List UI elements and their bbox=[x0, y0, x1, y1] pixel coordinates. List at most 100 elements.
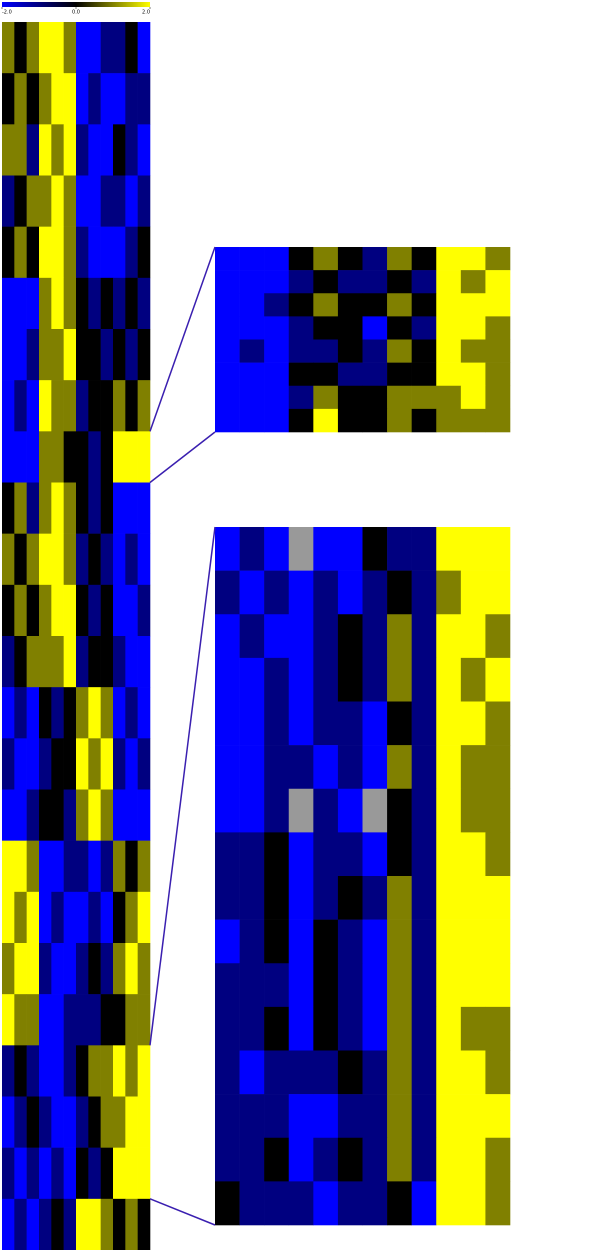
heatmap-cell bbox=[362, 745, 388, 790]
heatmap-cell bbox=[436, 788, 462, 833]
heatmap-cell bbox=[137, 380, 151, 432]
heatmap-cell bbox=[137, 1198, 151, 1250]
heatmap-cell bbox=[313, 788, 339, 833]
heatmap-cell bbox=[26, 175, 40, 227]
heatmap-cell bbox=[485, 657, 511, 702]
heatmap-cell bbox=[362, 1006, 388, 1051]
heatmap-cell bbox=[411, 745, 437, 790]
heatmap-cell bbox=[264, 701, 290, 746]
heatmap-cell bbox=[14, 943, 27, 995]
heatmap-cell bbox=[313, 339, 339, 363]
heatmap-cell bbox=[313, 614, 339, 659]
heatmap-cell bbox=[125, 175, 138, 227]
heatmap-cell bbox=[215, 614, 240, 659]
heatmap-cell bbox=[215, 657, 240, 702]
heatmap-cell bbox=[215, 1181, 240, 1226]
heatmap-cell bbox=[2, 1147, 15, 1200]
heatmap-cell bbox=[411, 1050, 437, 1095]
heatmap-cell bbox=[39, 277, 52, 330]
heatmap-cell bbox=[100, 277, 114, 330]
heatmap-cell bbox=[485, 963, 511, 1008]
heatmap-cell bbox=[88, 789, 101, 841]
heatmap-cell bbox=[100, 994, 114, 1046]
heatmap-cell bbox=[436, 745, 462, 790]
heatmap-cell bbox=[460, 876, 486, 920]
heatmap-cell bbox=[362, 919, 388, 964]
heatmap-cell bbox=[63, 738, 77, 790]
heatmap-cell bbox=[76, 1045, 89, 1097]
heatmap-cell bbox=[137, 994, 151, 1046]
heatmap-cell bbox=[51, 380, 64, 432]
heatmap-cell bbox=[485, 293, 511, 317]
heatmap-cell bbox=[113, 277, 126, 330]
heatmap-cell bbox=[125, 943, 138, 995]
heatmap-cell bbox=[113, 891, 126, 944]
heatmap-cell bbox=[63, 380, 77, 432]
heatmap-cell bbox=[2, 994, 15, 1046]
heatmap-cell bbox=[485, 788, 511, 833]
heatmap-cell bbox=[215, 339, 240, 363]
heatmap-cell bbox=[436, 247, 462, 271]
heatmap-cell bbox=[63, 1198, 77, 1250]
heatmap-cell bbox=[411, 316, 437, 340]
heatmap-cell bbox=[137, 329, 151, 381]
heatmap-cell bbox=[125, 431, 138, 483]
heatmap-cell bbox=[362, 832, 388, 877]
heatmap-cell bbox=[436, 1006, 462, 1051]
heatmap-cell bbox=[113, 482, 126, 534]
heatmap-cell bbox=[88, 329, 101, 381]
heatmap-cell bbox=[39, 431, 52, 483]
heatmap-cell bbox=[239, 1094, 265, 1139]
heatmap-cell bbox=[313, 270, 339, 294]
heatmap-cell bbox=[436, 270, 462, 294]
heatmap-cell bbox=[436, 570, 462, 615]
heatmap-cell bbox=[337, 919, 363, 964]
heatmap-cell bbox=[88, 277, 101, 330]
heatmap-cell bbox=[76, 380, 89, 432]
heatmap-cell bbox=[288, 1181, 314, 1226]
heatmap-cell bbox=[337, 570, 363, 615]
heatmap-cell bbox=[362, 339, 388, 363]
heatmap-cell bbox=[100, 22, 114, 74]
heatmap-cell bbox=[51, 277, 64, 330]
heatmap-cell bbox=[14, 789, 27, 841]
heatmap-cell bbox=[51, 1147, 64, 1200]
heatmap-cell bbox=[460, 963, 486, 1008]
heatmap-cell bbox=[2, 380, 15, 432]
heatmap-cell bbox=[26, 277, 40, 330]
heatmap-cell bbox=[411, 1094, 437, 1139]
heatmap-cell bbox=[362, 1094, 388, 1139]
heatmap-cell bbox=[100, 584, 114, 637]
heatmap-cell bbox=[485, 745, 511, 790]
heatmap-cell bbox=[2, 1096, 15, 1148]
heatmap-cell bbox=[14, 994, 27, 1046]
color-bar bbox=[2, 2, 150, 7]
heatmap-cell bbox=[26, 1147, 40, 1200]
heatmap-cell bbox=[436, 385, 462, 410]
heatmap-cell bbox=[51, 482, 64, 534]
heatmap-cell bbox=[113, 584, 126, 637]
heatmap-panel bbox=[215, 527, 511, 1226]
heatmap-cell bbox=[362, 1181, 388, 1226]
heatmap-cell bbox=[51, 73, 64, 125]
heatmap-cell bbox=[2, 533, 15, 586]
heatmap-cell bbox=[411, 362, 437, 387]
heatmap-cell bbox=[137, 277, 151, 330]
heatmap-cell bbox=[288, 570, 314, 615]
heatmap-cell bbox=[387, 270, 412, 294]
heatmap-cell bbox=[387, 1094, 412, 1139]
heatmap-cell bbox=[387, 247, 412, 271]
heatmap-cell bbox=[63, 533, 77, 586]
heatmap-cell bbox=[76, 891, 89, 944]
heatmap-cell bbox=[215, 963, 240, 1008]
heatmap-cell bbox=[460, 316, 486, 340]
heatmap-cell bbox=[288, 919, 314, 964]
heatmap-cell bbox=[88, 1147, 101, 1200]
heatmap-cell bbox=[125, 738, 138, 790]
heatmap-cell bbox=[100, 124, 114, 176]
heatmap-cell bbox=[63, 329, 77, 381]
heatmap-cell bbox=[215, 385, 240, 410]
heatmap-cell bbox=[63, 789, 77, 841]
heatmap-cell bbox=[100, 73, 114, 125]
heatmap-cell bbox=[2, 584, 15, 637]
